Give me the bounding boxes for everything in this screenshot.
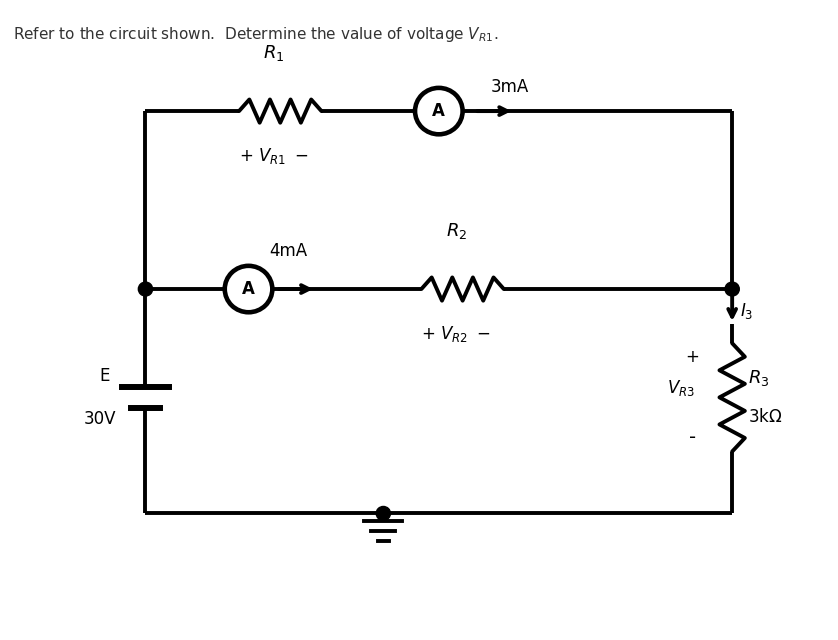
Text: $+ \ V_{R2} \ -$: $+ \ V_{R2} \ -$ <box>422 324 491 344</box>
Text: $+ \ V_{R1} \ -$: $+ \ V_{R1} \ -$ <box>239 146 308 166</box>
Circle shape <box>415 88 463 134</box>
Text: $R_2$: $R_2$ <box>446 221 467 241</box>
Text: Refer to the circuit shown.  Determine the value of voltage $V_{R1}$.: Refer to the circuit shown. Determine th… <box>13 25 498 44</box>
Text: 3mA: 3mA <box>491 77 530 95</box>
Text: E: E <box>99 367 110 385</box>
Text: 30V: 30V <box>83 410 116 428</box>
Circle shape <box>376 506 391 520</box>
Text: $V_{R3}$: $V_{R3}$ <box>667 378 695 398</box>
Circle shape <box>725 282 739 296</box>
Circle shape <box>138 282 153 296</box>
Text: $R_3$: $R_3$ <box>748 368 769 388</box>
Text: 3k$\Omega$: 3k$\Omega$ <box>748 408 783 426</box>
Text: 4mA: 4mA <box>269 242 308 260</box>
Circle shape <box>225 266 272 312</box>
Text: $I_3$: $I_3$ <box>740 301 753 321</box>
Text: $R_1$: $R_1$ <box>263 43 285 63</box>
Text: +: + <box>685 348 700 366</box>
Text: A: A <box>432 102 445 120</box>
Text: A: A <box>242 280 255 298</box>
Text: -: - <box>689 428 696 447</box>
